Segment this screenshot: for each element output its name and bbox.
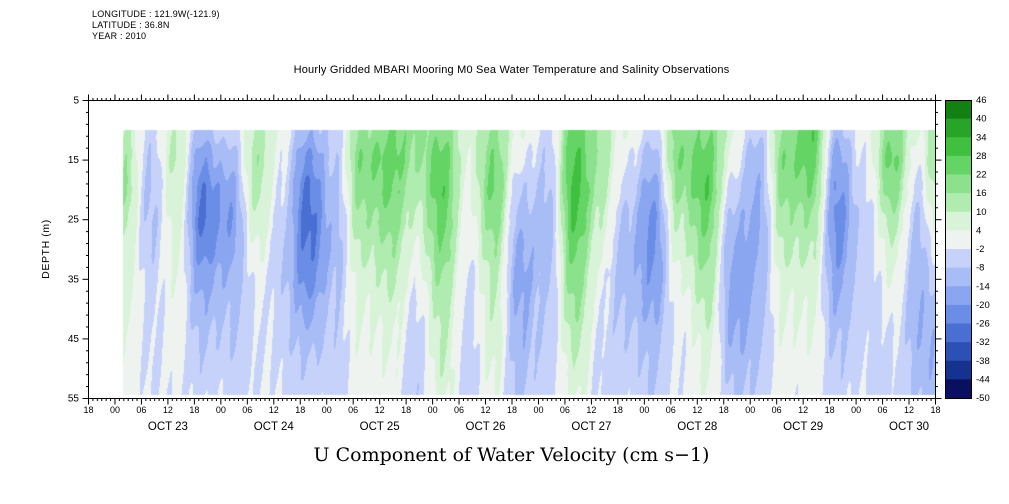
x-tick-label: 12 [269,405,279,415]
x-tick-label: 00 [533,405,543,415]
x-tick-label: 06 [560,405,570,415]
colorbar-segment [945,155,971,175]
colorbar-label: -14 [976,281,990,292]
date-label: OCT 24 [254,421,295,433]
colorbar-label: -2 [976,244,984,255]
x-tick-label: 12 [904,405,914,415]
y-tick-label: 45 [68,334,80,345]
x-tick-label: 18 [825,405,835,415]
y-tick-label: 5 [73,96,79,107]
colorbar-label: -44 [976,374,990,385]
colorbar-frame [945,100,972,399]
colorbar-label: -8 [976,263,984,274]
colorbar-segment [945,304,971,324]
header-latitude: LATITUDE : 36.8N [92,20,170,30]
colorbar-segment [945,342,971,362]
x-tick-label: 18 [295,405,305,415]
colorbar-segment [945,137,971,157]
colorbar-segment [945,211,971,231]
colorbar-segment [945,100,971,120]
colorbar-label: 28 [976,151,987,162]
x-tick-label: 18 [613,405,623,415]
y-tick-label: 25 [68,215,80,226]
colorbar-segment [945,379,971,399]
colorbar-label: 4 [976,225,981,236]
x-tick-label: 18 [507,405,517,415]
x-tick-label: 12 [375,405,385,415]
y-tick-label: 35 [68,274,80,285]
x-tick-label: 06 [242,405,252,415]
date-label: OCT 25 [360,421,400,433]
colorbar-label: -26 [976,319,990,330]
x-tick-label: 12 [586,405,596,415]
x-tick-label: 00 [110,405,120,415]
colorbar-label: -32 [976,337,990,348]
colorbar-label: 22 [976,170,987,181]
colorbar-label: 46 [976,95,987,106]
x-tick-label: 06 [348,405,358,415]
header-year: YEAR : 2010 [92,31,147,41]
colorbar-label: -38 [976,356,990,367]
colorbar-segment [945,249,971,269]
x-tick-label: 18 [189,405,199,415]
x-tick-label: 12 [692,405,702,415]
heatmap-canvas [88,100,935,398]
x-tick-label: 12 [481,405,491,415]
colorbar-segment [945,174,971,194]
colorbar-label: 10 [976,207,987,218]
colorbar-label: 34 [976,132,987,143]
y-tick-label: 15 [68,155,80,166]
x-tick-label: 00 [322,405,332,415]
x-tick-label: 18 [930,405,940,415]
date-label: OCT 23 [148,421,188,433]
x-tick-label: 12 [798,405,808,415]
y-axis-label: DEPTH (m) [40,219,52,279]
colorbar-segment [945,118,971,138]
colorbar-label: 16 [976,188,987,199]
header-info: LONGITUDE : 121.9W(-121.9) LATITUDE : 36… [92,9,220,42]
x-tick-label: 18 [401,405,411,415]
colorbar-segment [945,286,971,306]
y-tick-label: 55 [68,394,80,405]
x-tick-label: 00 [639,405,649,415]
colorbar-segment [945,193,971,213]
colorbar-segment [945,360,971,380]
header-longitude: LONGITUDE : 121.9W(-121.9) [92,9,220,19]
x-tick-label: 06 [136,405,146,415]
colorbar-segment [945,267,971,287]
date-label: OCT 28 [677,421,717,433]
date-label: OCT 27 [571,421,611,433]
x-tick-label: 18 [83,405,93,415]
x-tick-label: 00 [216,405,226,415]
x-tick-label: 06 [772,405,782,415]
x-axis-caption: U Component of Water Velocity (cm s−1) [313,444,710,466]
plot-title: Hourly Gridded MBARI Mooring M0 Sea Wate… [293,64,730,76]
date-label: OCT 30 [889,421,929,433]
colorbar-segment [945,230,971,250]
x-tick-label: 06 [454,405,464,415]
colorbar-label: -20 [976,300,990,311]
colorbar-label: 40 [976,114,987,125]
x-tick-label: 12 [163,405,173,415]
date-label: OCT 26 [466,421,506,433]
x-tick-label: 00 [428,405,438,415]
x-tick-label: 18 [719,405,729,415]
colorbar-label: -50 [976,393,990,404]
x-tick-label: 00 [745,405,755,415]
x-tick-label: 06 [666,405,676,415]
x-tick-label: 00 [851,405,861,415]
x-tick-label: 06 [878,405,888,415]
colorbar-segment [945,323,971,343]
date-label: OCT 29 [783,421,823,433]
